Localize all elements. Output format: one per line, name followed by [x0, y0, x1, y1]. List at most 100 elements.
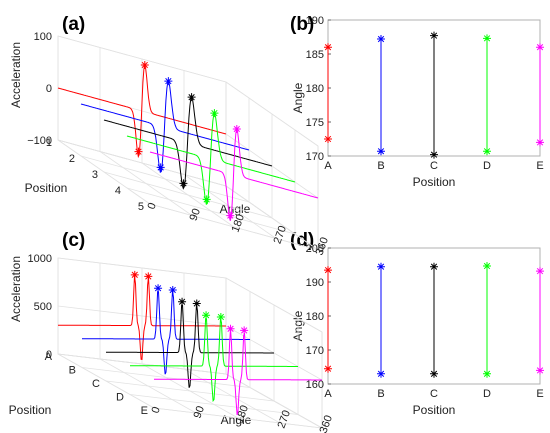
g-b-max-marker-B — [377, 35, 385, 44]
g-c-xgrid — [225, 278, 323, 429]
g-b-ytick-label: 185 — [306, 49, 324, 61]
g-b-ytick-label: 180 — [306, 83, 324, 95]
g-c-ytick-label: B — [69, 365, 76, 377]
g-d-max-marker-C — [430, 262, 438, 271]
panel-label-a: (a) — [62, 14, 85, 35]
g-b-min-marker-A — [324, 135, 332, 143]
g-d-max-marker-B — [377, 262, 385, 271]
g-a-peak-marker-C — [187, 93, 196, 102]
g-b-xtick-label: D — [483, 160, 491, 172]
panel-b-x-label: Position — [413, 175, 456, 189]
panel-label-b: (b) — [290, 14, 314, 35]
g-a-ytick-label: 5 — [138, 201, 144, 213]
g-a-peak-marker-D — [210, 109, 219, 118]
panel-c-z-label: Acceleration — [9, 256, 23, 322]
g-c-peak1-marker-C — [178, 297, 187, 306]
g-b-xtick-label: C — [430, 160, 438, 172]
g-d-min-marker-E — [536, 366, 544, 375]
g-b-min-marker-D — [483, 147, 491, 156]
g-c-ytick-label: C — [92, 378, 100, 390]
g-c-xgrid — [57, 258, 155, 409]
g-d-xtick-label: A — [324, 388, 332, 400]
g-d-min-marker-A — [324, 364, 332, 373]
g-c-peak2-marker-B — [168, 285, 177, 294]
g-d-xtick-label: E — [536, 388, 543, 400]
g-c-peak2-marker-C — [192, 299, 201, 308]
g-a-curve-A — [57, 64, 227, 159]
g-b-xtick-label: B — [377, 160, 384, 172]
g-d-ytick-label: 190 — [306, 277, 324, 289]
g-c-ztick-label: 500 — [34, 301, 52, 313]
g-d-ytick-label: 200 — [306, 243, 324, 255]
panel-label-c: (c) — [62, 230, 85, 251]
g-a-ytick-label: 3 — [92, 169, 98, 181]
g-b-xtick-label: E — [536, 160, 543, 172]
g-a-ytick-label: 1 — [46, 137, 52, 149]
g-c-peak1-marker-B — [154, 284, 163, 293]
g-d-xtick-label: D — [483, 388, 491, 400]
g-c-xtick-label: 90 — [192, 404, 207, 420]
g-b-xtick-label: A — [324, 160, 332, 172]
g-c-curve-B — [82, 290, 250, 375]
panel-d-x-label: Position — [413, 403, 456, 417]
g-a-xtick-label: 0 — [146, 201, 159, 211]
g-c-xtick-label: 360 — [318, 414, 336, 433]
g-d-min-marker-C — [430, 369, 438, 378]
g-b-ytick-label: 175 — [306, 117, 324, 129]
g-a-curve-D — [126, 112, 296, 205]
g-a-ztick-label: −100 — [27, 135, 52, 147]
g-d-max-marker-A — [324, 266, 332, 275]
g-b-max-marker-D — [483, 34, 491, 43]
g-c-ztick-label: 0 — [46, 349, 52, 361]
g-c-ytick-label: E — [141, 405, 148, 417]
g-a-peak-marker-E — [232, 124, 241, 133]
g-c-peak1-marker-D — [202, 311, 211, 320]
g-a-trough-marker-B — [156, 163, 165, 172]
g-b-max-marker-E — [536, 43, 544, 52]
g-a-curve-E — [149, 128, 319, 221]
g-d-max-marker-E — [536, 267, 544, 276]
g-a-xgrid — [99, 47, 193, 216]
g-a-xtick-label: 270 — [272, 224, 290, 245]
g-d-ytick-label: 160 — [306, 379, 324, 391]
g-c-curve-D — [130, 318, 298, 403]
g-a-curve-C — [103, 96, 273, 190]
g-b-min-marker-C — [430, 150, 438, 159]
g-a-xtick-label: 90 — [188, 207, 203, 223]
g-c-peak2-marker-A — [144, 272, 153, 281]
g-a-ytick-label: 4 — [115, 185, 121, 197]
g-a-ztick-label: 100 — [34, 31, 52, 43]
g-a-ytick-label: 2 — [69, 153, 75, 165]
g-a-peak-marker-A — [140, 60, 149, 69]
g-b-min-marker-E — [536, 138, 544, 147]
g-a-peak-marker-B — [164, 77, 173, 86]
g-c-ztick-label: 1000 — [28, 253, 52, 265]
g-b-max-marker-A — [324, 43, 332, 52]
panel-a-y-label: Position — [25, 181, 68, 195]
g-a-trough-marker-E — [226, 211, 235, 220]
g-c-xtick-label: 270 — [276, 409, 294, 430]
g-a-trough-marker-C — [179, 179, 188, 188]
g-c-peak1-marker-A — [130, 270, 139, 279]
g-a-trough-marker-A — [134, 147, 143, 156]
g-b-ytick-label: 190 — [306, 15, 324, 27]
g-a-curve-B — [80, 80, 250, 173]
g-c-peak2-marker-D — [216, 312, 225, 321]
g-c-ytick-label: A — [45, 351, 53, 363]
g-c-ytick-label: D — [116, 392, 124, 404]
g-a-xgrid — [57, 36, 151, 205]
g-c-peak1-marker-E — [226, 324, 235, 333]
panel-a-z-label: Acceleration — [9, 42, 23, 108]
g-c-curve-C — [106, 304, 274, 388]
g-d-xtick-label: C — [430, 388, 438, 400]
g-b-min-marker-B — [377, 147, 385, 156]
g-c-xgrid — [183, 273, 281, 424]
g-c-xgrid — [99, 263, 197, 414]
g-d-min-marker-B — [377, 369, 385, 378]
g-d-max-marker-D — [483, 262, 491, 271]
